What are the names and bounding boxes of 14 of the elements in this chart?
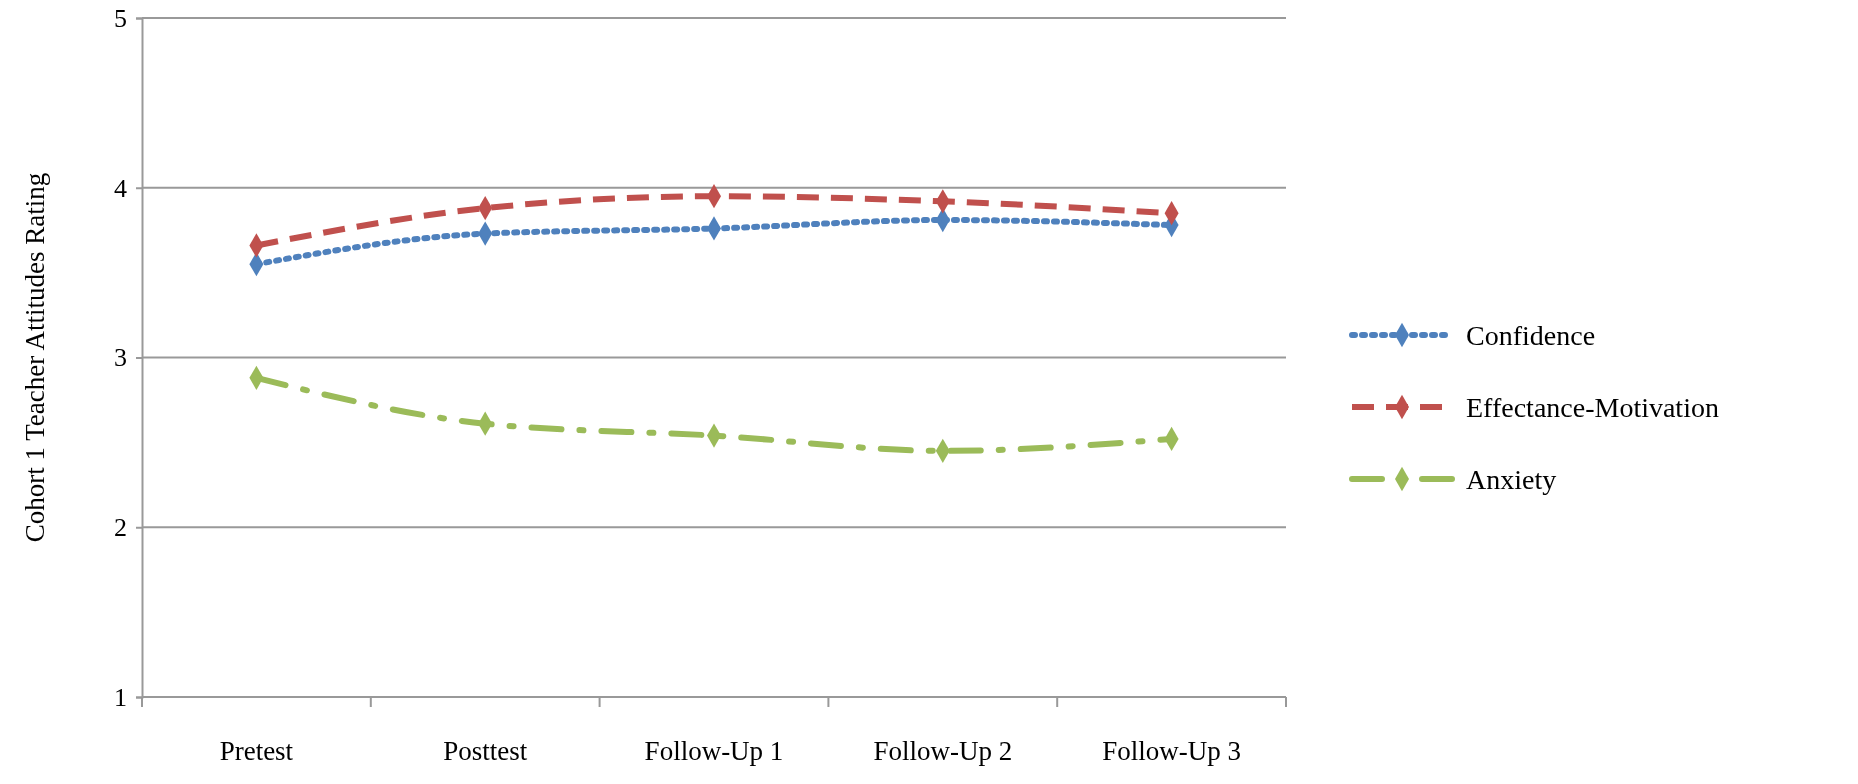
x-tick-label: Posttest bbox=[443, 736, 528, 766]
x-tick-label: Follow-Up 1 bbox=[644, 736, 784, 766]
x-tick-label: Pretest bbox=[219, 736, 294, 766]
y-tick-label: 4 bbox=[114, 173, 127, 203]
y-tick-label: 2 bbox=[114, 513, 127, 543]
y-tick-label: 3 bbox=[114, 343, 127, 373]
x-tick-label: Follow-Up 3 bbox=[1102, 736, 1241, 766]
y-axis-title: Cohort 1 Teacher Attitudes Rating bbox=[20, 172, 50, 543]
y-tick-label: 1 bbox=[114, 682, 127, 712]
x-tick-label: Follow-Up 2 bbox=[873, 736, 1013, 766]
legend-label: Confidence bbox=[1466, 320, 1596, 351]
legend-label: Effectance-Motivation bbox=[1466, 392, 1719, 423]
y-tick-label: 5 bbox=[114, 3, 127, 33]
legend-label: Anxiety bbox=[1466, 464, 1557, 495]
